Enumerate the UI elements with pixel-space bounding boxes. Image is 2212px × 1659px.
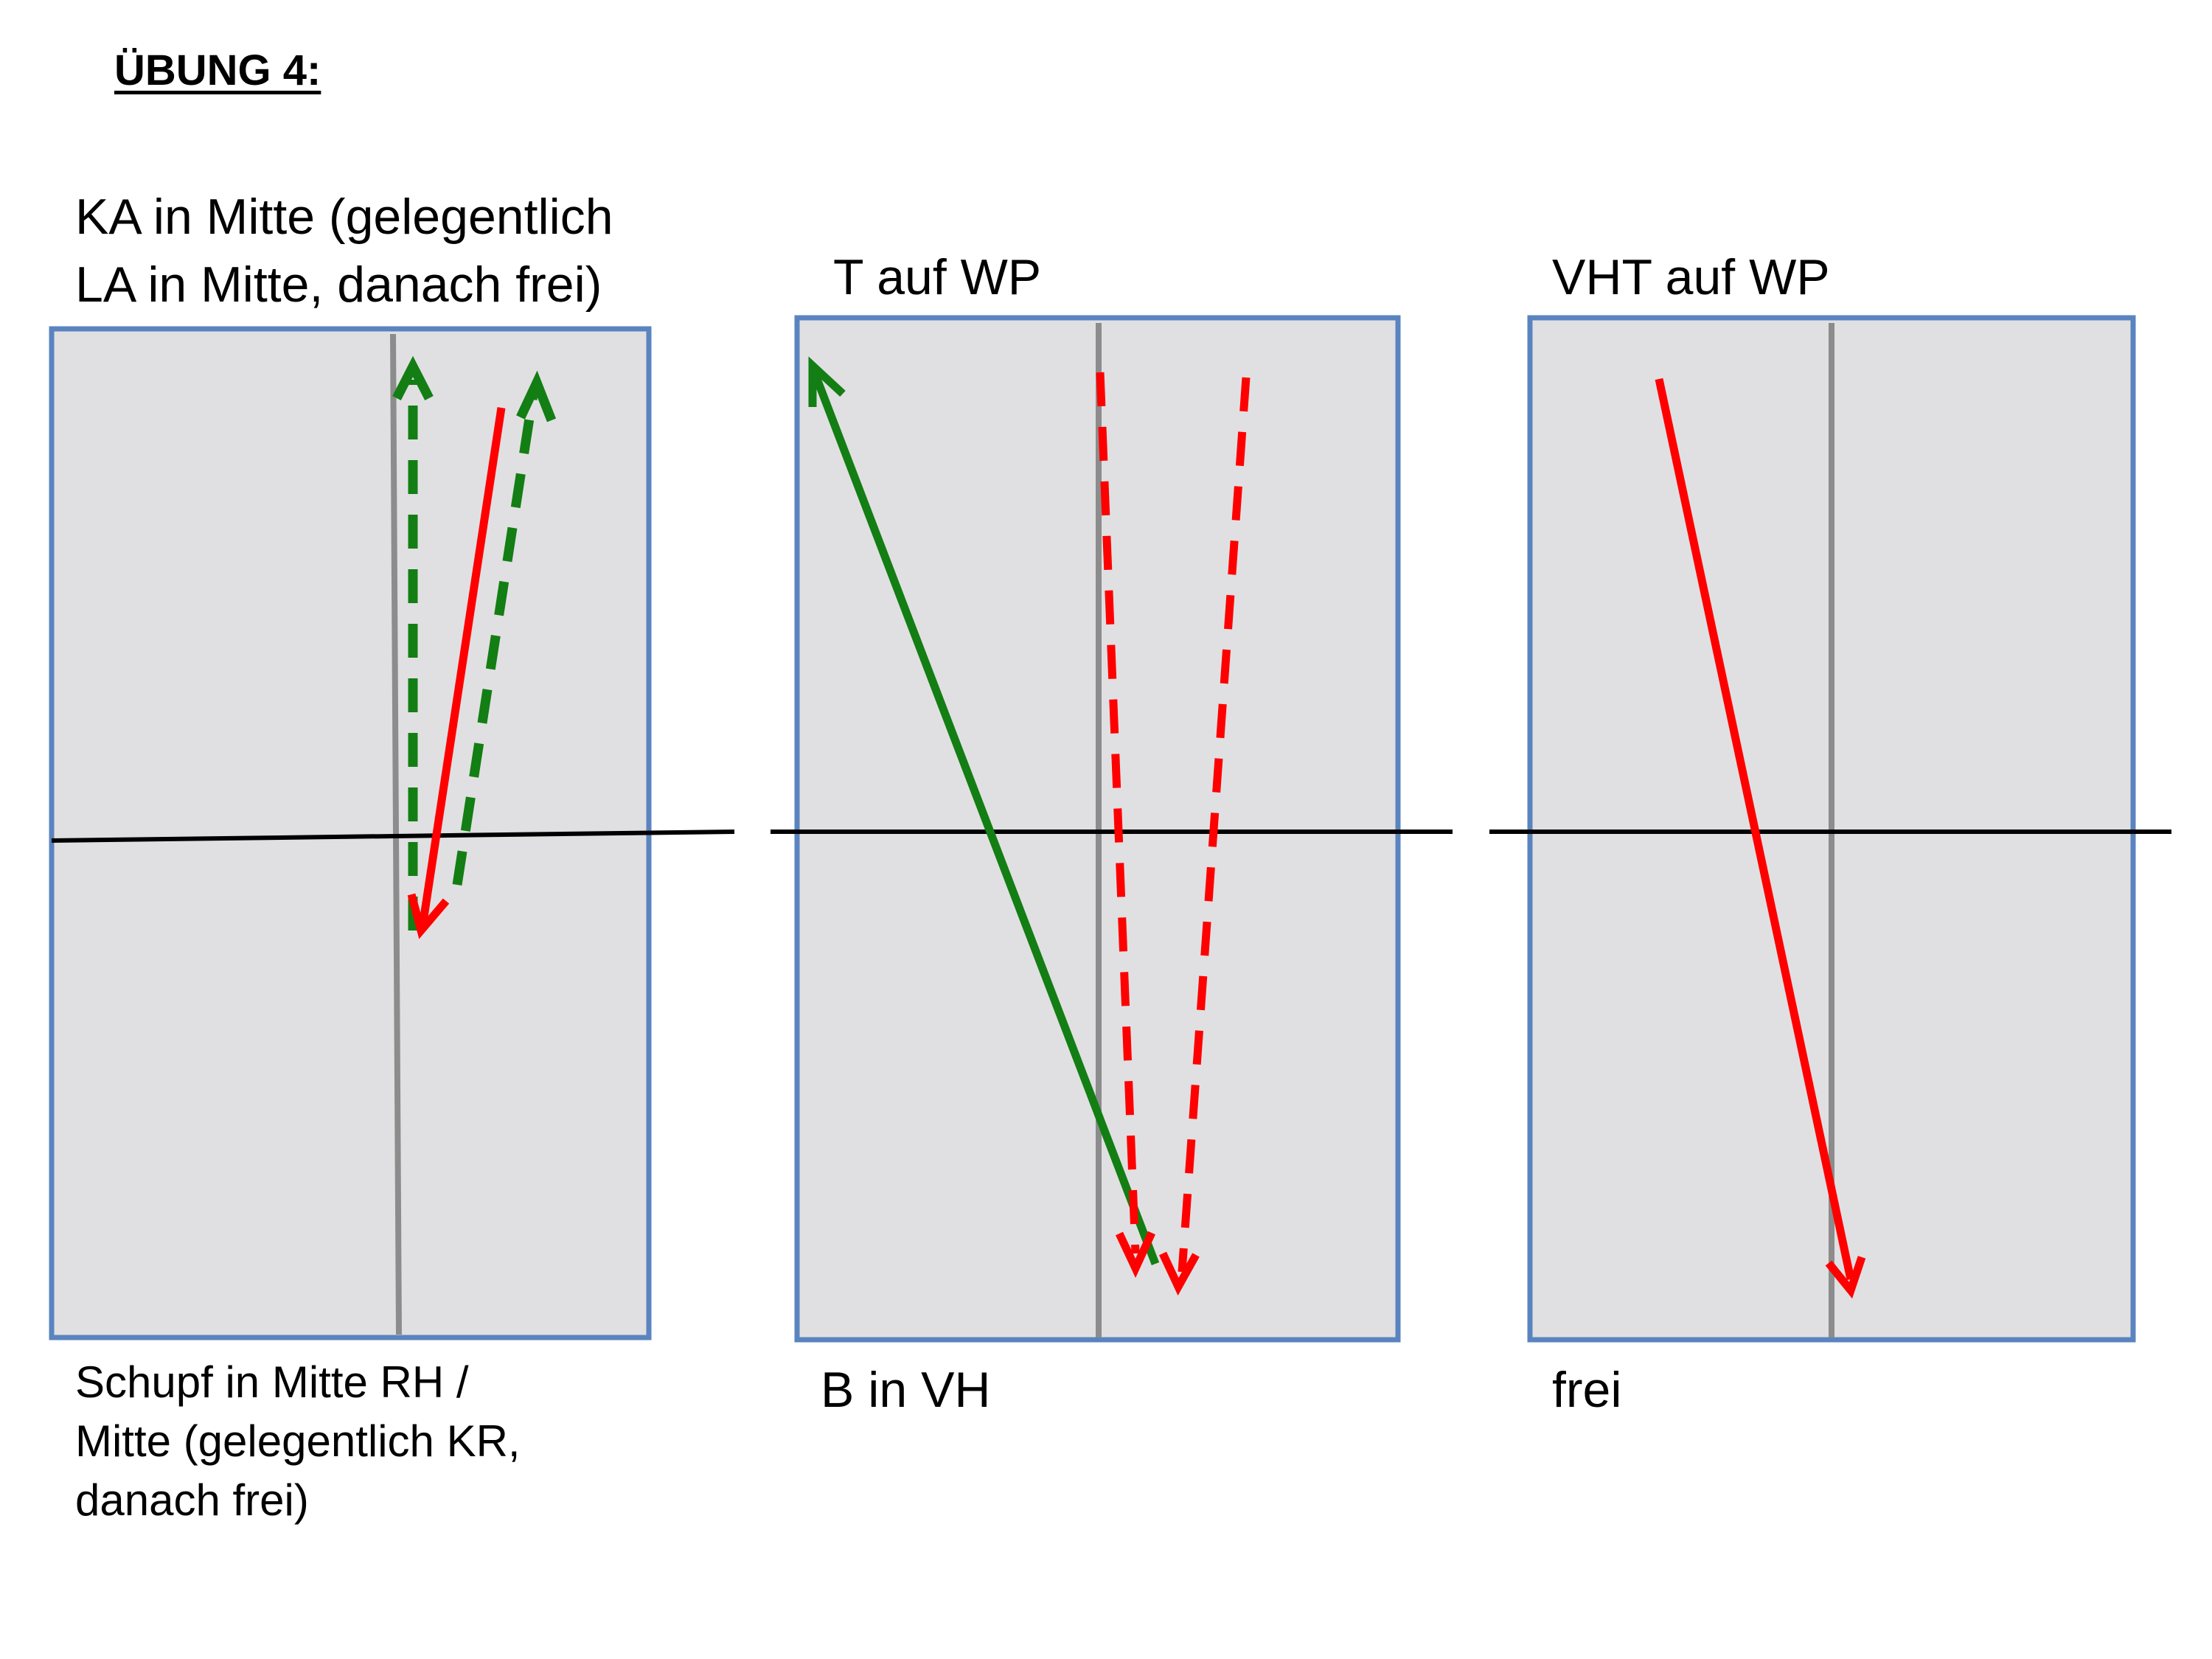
panel-2-bottom-label: B in VH bbox=[821, 1362, 991, 1418]
net-1 bbox=[51, 830, 735, 843]
green-arrow-2 bbox=[808, 356, 1160, 1265]
panel-1-bottom-label: Schupf in Mitte RH / Mitte (gelegentlich… bbox=[75, 1357, 521, 1525]
panel-3-bottom-label: frei bbox=[1552, 1362, 1622, 1418]
panel-1 bbox=[49, 326, 735, 1340]
panel-2-top-label: T auf WP bbox=[833, 249, 1042, 305]
red-arrow-1 bbox=[407, 407, 506, 939]
red-dashed-arrow-2b bbox=[1159, 377, 1251, 1296]
panel-3 bbox=[1489, 315, 2171, 1343]
panel-3-top-label: VHT auf WP bbox=[1552, 249, 1830, 305]
red-arrow-3 bbox=[1655, 378, 1866, 1299]
green-dashed-arrow-1b bbox=[452, 370, 557, 886]
panel-2 bbox=[771, 315, 1453, 1343]
green-dashed-arrow-1a bbox=[392, 355, 434, 931]
exercise-title: ÜBUNG 4: bbox=[114, 46, 321, 94]
panel-1-top-label: KA in Mitte (gelegentlich LA in Mitte, d… bbox=[75, 189, 613, 313]
red-dashed-arrow-2a bbox=[1096, 372, 1155, 1279]
